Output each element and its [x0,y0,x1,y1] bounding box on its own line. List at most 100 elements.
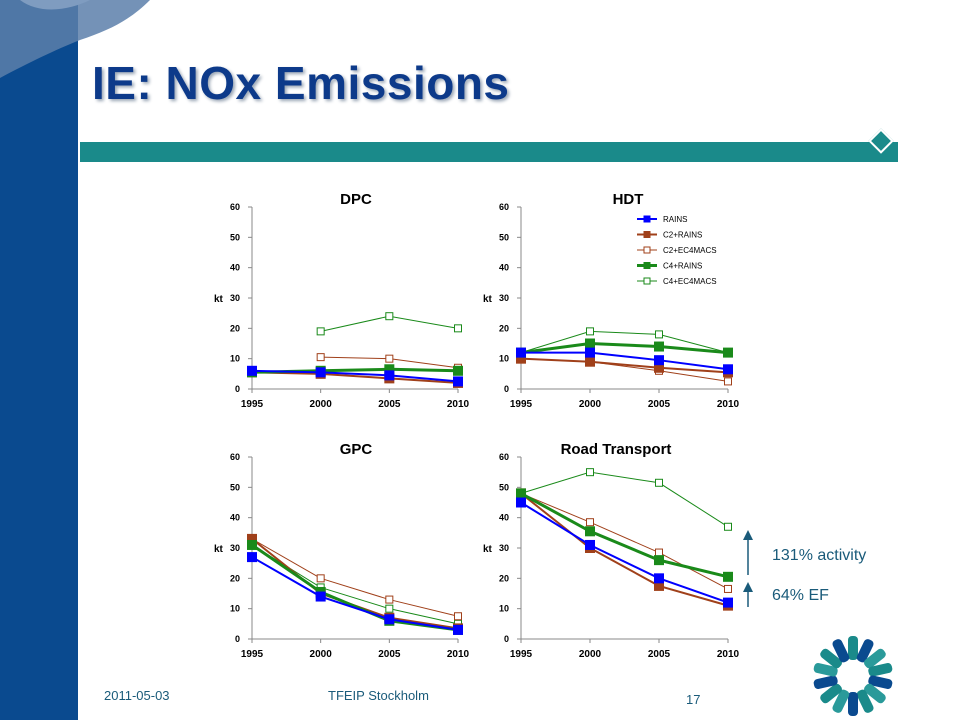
series-line-c4-ec4macs [520,330,729,354]
data-point [585,526,595,537]
y-tick-label: 10 [230,604,240,614]
legend-label: C4+RAINS [663,262,702,271]
legend-swatch-marker [643,246,651,254]
data-point [385,354,394,363]
series-line-c4-rains [520,341,729,355]
logo-petal [856,689,874,713]
y-tick-label: 10 [499,604,509,614]
y-tick-label: 40 [499,263,509,273]
data-point [585,539,595,550]
data-point [586,518,594,527]
data-point [247,552,257,563]
data-point [384,614,395,625]
x-tick-label: 2010 [447,399,470,410]
series-line-rains [520,501,729,604]
y-tick-label: 60 [499,202,509,212]
legend-label: RAINS [663,215,687,224]
y-axis-label: kt [214,294,224,305]
y-tick-label: 50 [499,482,509,492]
slide-title: IE: NOx Emissions [92,57,510,109]
data-point [654,555,664,566]
data-point [516,347,526,358]
data-point [723,364,733,375]
title-underline-bar [80,142,898,162]
data-point [247,365,257,376]
left-sidebar-band [0,0,78,720]
x-tick-label: 2005 [648,649,671,660]
chart-panel-0: DPC 0 10 20 30 40 50 60 kt 1995 2000 2005 2010 [214,191,470,410]
data-point [654,355,664,366]
chart-title: GPC [340,441,373,458]
y-tick-label: 0 [504,384,509,394]
y-tick-label: 10 [499,354,509,364]
y-tick-label: 10 [230,354,240,364]
x-tick-label: 2010 [717,649,740,660]
y-tick-label: 40 [230,513,240,523]
series-line-c2-ec4macs [251,538,459,617]
y-tick-label: 20 [230,573,240,583]
y-tick-label: 50 [230,232,240,242]
y-tick-label: 0 [235,384,240,394]
legend-swatch-marker [643,262,651,269]
data-point [723,571,733,582]
data-point [724,377,732,386]
series-line-rains [251,556,459,631]
x-tick-label: 2010 [717,399,740,410]
data-point [316,353,325,362]
y-tick-label: 30 [499,543,509,553]
legend-label: C4+EC4MACS [663,277,717,286]
y-tick-label: 50 [499,232,509,242]
y-tick-label: 0 [504,634,509,644]
data-point [384,370,395,381]
series-line-c4-ec4macs [520,471,729,528]
x-tick-label: 2005 [378,649,401,660]
x-tick-label: 1995 [241,649,264,660]
data-point [586,327,594,336]
arrow-up-icon [743,582,753,607]
x-tick-label: 2000 [579,649,602,660]
arrow-up-icon [743,530,753,575]
y-tick-label: 60 [230,202,240,212]
logo-petal [813,675,838,689]
y-axis-label: kt [214,544,224,555]
data-point [315,367,326,378]
chart-title: HDT [613,191,644,208]
data-point [316,327,325,336]
x-tick-label: 2000 [310,649,333,660]
x-tick-label: 2005 [648,399,671,410]
series-line-c2-rains [520,492,729,607]
data-point [724,584,732,593]
eea-logo-icon [813,636,893,716]
x-tick-label: 1995 [510,649,533,660]
data-point [316,574,325,583]
chart-panel-2: GPC 0 10 20 30 40 50 60 kt 1995 2000 2005 2010 [214,441,470,660]
series-line-rains [251,369,459,383]
logo-petal [813,663,838,677]
series-line-c2-ec4macs [520,492,729,590]
chart-panel-1: HDT 0 10 20 30 40 50 60 kt 1995 2000 2005 2010 RAINS C… [483,191,740,410]
logo-petal [864,683,886,704]
chart-title: Road Transport [561,441,672,458]
data-point [315,591,326,602]
annotation-activity: 131% activity [772,547,867,564]
x-tick-label: 2010 [447,649,470,660]
logo-petal [832,639,850,663]
chart-title: DPC [340,191,372,208]
logo-petal [868,675,893,689]
y-tick-label: 20 [499,573,509,583]
data-point [723,347,733,358]
x-tick-label: 2000 [310,399,333,410]
series-line-rains [521,351,729,371]
y-tick-label: 60 [499,452,509,462]
y-tick-label: 30 [499,293,509,303]
data-point [385,595,394,604]
logo-petal [832,689,850,713]
y-tick-label: 40 [499,513,509,523]
data-point [516,497,526,508]
annotation-ef: 64% EF [772,587,829,604]
data-point [723,597,733,608]
y-tick-label: 40 [230,263,240,273]
y-tick-label: 30 [230,543,240,553]
